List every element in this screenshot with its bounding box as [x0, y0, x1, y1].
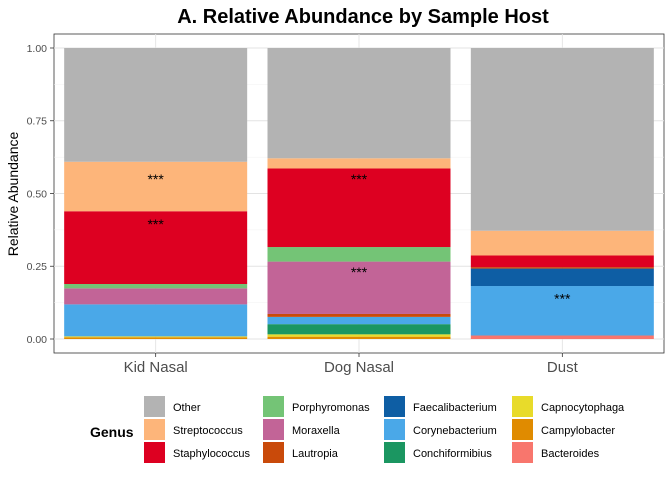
legend-label: Porphyromonas — [292, 402, 370, 414]
bar-segment — [64, 284, 248, 289]
legend-key — [512, 442, 533, 463]
legend-label: Faecalibacterium — [413, 402, 497, 414]
bar-segment — [267, 158, 451, 169]
legend-key — [263, 442, 284, 463]
significance-label: *** — [351, 264, 368, 280]
bar-segment — [64, 336, 248, 338]
legend-key — [384, 442, 405, 463]
bar-segment — [267, 261, 451, 314]
chart-title: A. Relative Abundance by Sample Host — [177, 6, 549, 28]
legend-label: Corynebacterium — [413, 425, 497, 437]
legend-key — [512, 396, 533, 417]
legend: Genus Other Streptococcus Staphylococcus Po… — [90, 396, 625, 463]
legend-title: Genus — [90, 424, 134, 440]
legend-label: Conchiformibius — [413, 448, 492, 460]
bar-segment — [267, 313, 451, 317]
bar-segment — [267, 324, 451, 335]
bar-segment — [64, 161, 248, 212]
bar-segment — [470, 48, 654, 231]
bar-segment — [470, 230, 654, 256]
y-tick-label: 0.25 — [27, 261, 48, 273]
x-axis: Kid Nasal Dog Nasal Dust — [124, 353, 579, 376]
significance-label: *** — [554, 290, 571, 306]
legend-label: Bacteroides — [541, 448, 600, 460]
legend-label: Capnocytophaga — [541, 402, 625, 414]
bar-segment — [64, 48, 248, 162]
legend-key — [384, 419, 405, 440]
annotations-group: *** *** *** *** *** — [147, 171, 571, 306]
legend-label: Moraxella — [292, 425, 341, 437]
y-tick-label: 1.00 — [27, 43, 48, 55]
bar-segment — [267, 247, 451, 262]
legend-label: Staphylococcus — [173, 448, 251, 460]
bar-segment — [470, 286, 654, 336]
legend-key — [144, 419, 165, 440]
bar-segment — [267, 48, 451, 159]
significance-label: *** — [147, 216, 164, 232]
significance-label: *** — [351, 171, 368, 187]
legend-key — [144, 442, 165, 463]
legend-key — [263, 419, 284, 440]
significance-label: *** — [147, 171, 164, 187]
legend-label: Campylobacter — [541, 425, 615, 437]
bar-segment — [267, 316, 451, 325]
bars-group — [64, 48, 654, 339]
bar-segment — [470, 268, 654, 287]
legend-label: Streptococcus — [173, 425, 243, 437]
legend-label: Lautropia — [292, 448, 339, 460]
y-tick-label: 0.75 — [27, 116, 48, 128]
bar-segment — [267, 168, 451, 248]
y-axis: 0.00 0.25 0.50 0.75 1.00 — [27, 43, 54, 346]
y-tick-label: 0.00 — [27, 334, 48, 346]
bar-segment — [470, 335, 654, 339]
x-tick-label: Dust — [547, 359, 579, 376]
legend-key — [384, 396, 405, 417]
legend-key — [263, 396, 284, 417]
y-tick-label: 0.50 — [27, 188, 48, 200]
legend-label: Other — [173, 402, 201, 414]
y-axis-label: Relative Abundance — [5, 132, 21, 257]
bar-segment — [64, 337, 248, 339]
x-tick-label: Dog Nasal — [324, 359, 394, 376]
bar-segment — [64, 288, 248, 305]
bar-segment — [64, 211, 248, 285]
bar-segment — [267, 336, 451, 339]
bar-segment — [470, 255, 654, 268]
legend-key — [144, 396, 165, 417]
x-tick-label: Kid Nasal — [124, 359, 188, 376]
legend-key — [512, 419, 533, 440]
bar-segment — [64, 304, 248, 337]
bar-segment — [470, 267, 654, 269]
bar-segment — [267, 334, 451, 337]
